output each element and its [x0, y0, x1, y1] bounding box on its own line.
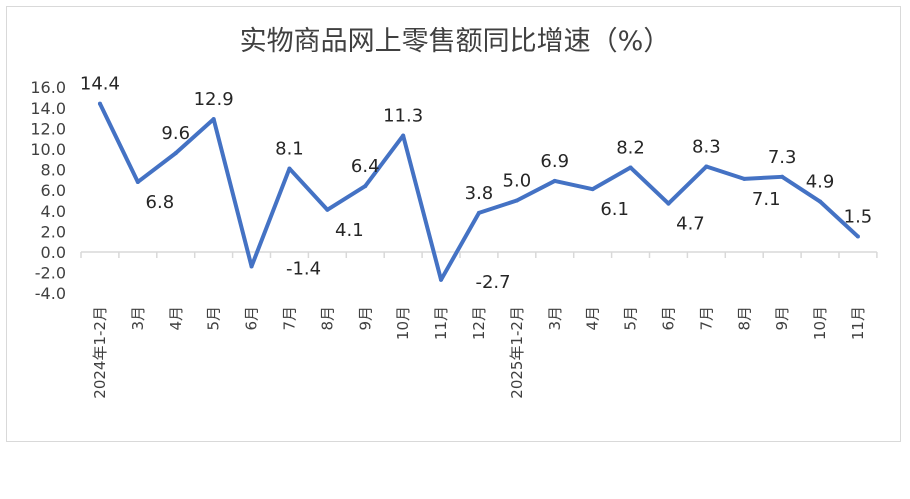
x-tick-label: 3月: [129, 306, 147, 331]
data-label: 12.9: [194, 89, 234, 110]
x-tick-label: 10月: [394, 306, 412, 340]
data-point: [552, 178, 557, 183]
data-label: 4.7: [676, 214, 705, 235]
data-label: 6.1: [600, 199, 629, 220]
data-label: 11.3: [383, 106, 423, 127]
x-tick-label: 4月: [584, 306, 602, 331]
data-point: [666, 201, 671, 206]
y-tick-label: 0.0: [41, 243, 66, 262]
data-point: [818, 199, 823, 204]
y-tick-label: 16.0: [30, 78, 66, 97]
data-label: 6.4: [351, 156, 380, 177]
data-point: [628, 165, 633, 170]
data-label: 1.5: [844, 207, 873, 228]
data-label: 4.1: [335, 220, 364, 241]
data-point: [401, 133, 406, 138]
x-tick-label: 3月: [546, 306, 564, 331]
data-point: [287, 166, 292, 171]
y-tick-label: -2.0: [35, 264, 66, 283]
data-point: [590, 187, 595, 192]
x-tick-label: 5月: [205, 306, 223, 331]
x-tick-label: 9月: [356, 306, 374, 331]
data-point: [363, 184, 368, 189]
y-tick-label: 14.0: [30, 99, 66, 118]
data-label: 4.9: [806, 172, 835, 193]
data-label: 8.1: [275, 139, 304, 160]
y-tick-label: 8.0: [41, 161, 66, 180]
x-tick-label: 2024年1-2月: [91, 306, 109, 399]
data-label: 7.3: [768, 147, 797, 168]
y-tick-label: 12.0: [30, 119, 66, 138]
data-label: 9.6: [161, 123, 190, 144]
data-label: 6.8: [146, 192, 175, 213]
data-point: [855, 234, 860, 239]
data-point: [211, 117, 216, 122]
data-label: 8.3: [692, 137, 721, 158]
x-tick-label: 7月: [280, 306, 298, 331]
data-label: 14.4: [80, 74, 120, 95]
data-point: [325, 207, 330, 212]
data-point: [780, 174, 785, 179]
data-point: [173, 151, 178, 156]
x-tick-label: 8月: [735, 306, 753, 331]
x-tick-label: 11月: [432, 306, 450, 340]
x-tick-label: 9月: [773, 306, 791, 331]
x-tick-label: 11月: [849, 306, 867, 340]
data-label: 3.8: [465, 183, 494, 204]
x-tick-label: 6月: [659, 306, 677, 331]
data-label: 5.0: [503, 171, 532, 192]
data-point: [476, 210, 481, 215]
data-label: -1.4: [286, 258, 321, 279]
x-tick-label: 2025年1-2月: [508, 306, 526, 399]
x-tick-label: 10月: [811, 306, 829, 340]
data-label: 6.9: [540, 151, 569, 172]
x-tick-label: 7月: [697, 306, 715, 331]
x-tick-label: 5月: [622, 306, 640, 331]
data-label: -2.7: [475, 272, 510, 293]
chart-title: 实物商品网上零售额同比增速（%）: [240, 26, 671, 57]
y-tick-label: 2.0: [41, 222, 66, 241]
data-label: 7.1: [752, 189, 781, 210]
y-tick-label: 6.0: [41, 181, 66, 200]
data-point: [742, 176, 747, 181]
y-tick-label: 10.0: [30, 140, 66, 159]
data-point: [514, 198, 519, 203]
y-tick-label: -4.0: [35, 284, 66, 303]
data-label: 8.2: [616, 138, 645, 159]
data-point: [439, 277, 444, 282]
data-point: [97, 101, 102, 106]
data-point: [704, 164, 709, 169]
chart-frame: [6, 6, 901, 442]
x-tick-label: 12月: [470, 306, 488, 340]
y-tick-label: 4.0: [41, 202, 66, 221]
data-point: [135, 179, 140, 184]
x-tick-label: 4月: [167, 306, 185, 331]
x-tick-label: 6月: [243, 306, 261, 331]
data-point: [249, 264, 254, 269]
x-tick-label: 8月: [318, 306, 336, 331]
